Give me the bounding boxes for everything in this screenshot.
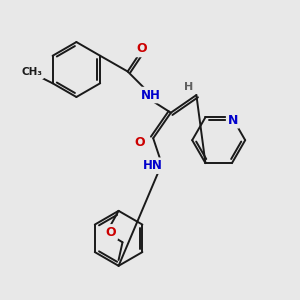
Text: CH₃: CH₃ <box>22 68 43 77</box>
Text: H: H <box>184 82 193 92</box>
Text: N: N <box>228 114 238 127</box>
Text: O: O <box>105 226 116 239</box>
Text: O: O <box>136 42 147 56</box>
Text: NH: NH <box>141 88 161 101</box>
Text: O: O <box>134 136 145 148</box>
Text: HN: HN <box>143 159 163 172</box>
